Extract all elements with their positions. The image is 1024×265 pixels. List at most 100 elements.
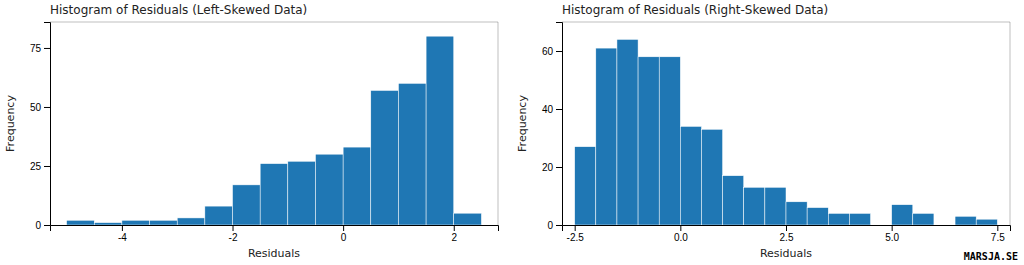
y-tick-mark (556, 225, 562, 226)
y-axis-title: Frequency (516, 95, 529, 152)
histogram-bar (94, 223, 122, 225)
x-axis: -2.5 0.0 2.5 5.0 7.5 (563, 225, 1011, 243)
histogram-bar (659, 57, 680, 225)
histogram-bar (575, 147, 596, 225)
histogram-bar (150, 220, 178, 225)
y-tick-mark (44, 107, 50, 108)
histogram-bar (934, 225, 955, 226)
histogram-bar (596, 48, 617, 225)
chart-title: Histogram of Residuals (Right-Skewed Dat… (562, 3, 828, 17)
x-tick-label: 0.0 (674, 232, 688, 243)
y-tick-label: 75 (30, 43, 42, 54)
y-tick-label: 0 (35, 220, 41, 231)
x-tick: 0 (341, 225, 347, 243)
y-tick: 0 (547, 220, 562, 231)
y-tick: 25 (30, 161, 50, 172)
x-axis: -4 -2 0 2 (51, 225, 499, 243)
y-tick-label: 50 (30, 102, 42, 113)
y-tick-mark (44, 166, 50, 167)
histogram-bar (701, 129, 722, 225)
x-axis-line (563, 226, 1011, 232)
histogram-bar (849, 213, 870, 225)
panel: -4-2020255075Histogram of Residuals (Lef… (4, 3, 499, 260)
x-tick-label: 7.5 (991, 232, 1005, 243)
y-tick-label: 25 (30, 161, 42, 172)
x-tick-mark (122, 225, 123, 231)
histogram-bar (744, 187, 765, 225)
x-tick-mark (892, 225, 893, 231)
plot-frame (50, 22, 498, 23)
histogram-bar (371, 90, 399, 225)
x-tick-label: -2 (229, 232, 238, 243)
x-tick-label: 5.0 (885, 232, 899, 243)
y-tick-mark (556, 167, 562, 168)
x-tick-mark (343, 225, 344, 231)
histogram-bar (205, 206, 233, 225)
histogram-bar (617, 39, 638, 225)
y-tick-mark (556, 51, 562, 52)
x-tick: -2 (229, 225, 238, 243)
histogram-bar (913, 213, 934, 225)
x-tick-mark (454, 225, 455, 231)
y-tick: 75 (30, 43, 50, 54)
x-tick-mark (575, 225, 576, 231)
histogram-bar (892, 205, 913, 225)
watermark: MARSJA.SE (964, 251, 1018, 262)
histogram-bar (398, 83, 426, 225)
x-tick: 7.5 (991, 225, 1005, 243)
y-tick-label: 20 (542, 162, 554, 173)
y-tick-label: 40 (542, 104, 554, 115)
y-axis-line (556, 23, 563, 226)
histogram-bar (638, 57, 659, 225)
x-tick-label: 2 (451, 232, 457, 243)
histogram-bar (260, 164, 288, 225)
x-tick: -4 (118, 225, 127, 243)
x-axis-line (51, 226, 499, 232)
x-tick: 2.5 (780, 225, 794, 243)
y-tick-mark (556, 109, 562, 110)
histogram-bar (680, 126, 701, 225)
histogram-bar (871, 225, 892, 226)
x-tick-label: 0 (341, 232, 347, 243)
panel: -2.5 0.0 2.5 5.0 7.5 0 20 40 60 Histogram of Resi… (516, 3, 1011, 260)
histogram-bar (454, 213, 482, 225)
histogram-bar (233, 185, 261, 225)
y-axis: 0 25 50 75 (30, 23, 51, 231)
plot-frame (498, 22, 499, 225)
y-tick-label: 0 (547, 220, 553, 231)
y-tick-mark (44, 225, 50, 226)
y-axis-title: Frequency (4, 95, 17, 152)
histogram-bar (315, 154, 343, 225)
x-tick-mark (233, 225, 234, 231)
bars (67, 36, 482, 225)
x-tick-label: -2.5 (567, 232, 585, 243)
bars (575, 39, 998, 225)
histogram-bar (955, 216, 976, 225)
histogram-bar (765, 187, 786, 225)
y-axis-line (44, 23, 51, 226)
histogram-bar (828, 213, 849, 225)
histogram-bar (786, 202, 807, 225)
x-axis-title: Residuals (248, 247, 300, 260)
x-tick-mark (997, 225, 998, 231)
y-tick: 60 (542, 46, 562, 57)
x-tick: 5.0 (885, 225, 899, 243)
x-tick: -2.5 (567, 225, 585, 243)
histogram-bar (723, 176, 744, 225)
y-tick: 50 (30, 102, 50, 113)
x-axis-title: Residuals (760, 247, 812, 260)
x-tick: 2 (451, 225, 457, 243)
histogram-bar (288, 161, 316, 225)
y-axis: 0 20 40 60 (542, 23, 563, 231)
x-tick-label: 2.5 (780, 232, 794, 243)
y-tick: 20 (542, 162, 562, 173)
histogram-bar (343, 147, 371, 225)
chart-canvas: -4-2020255075Histogram of Residuals (Lef… (0, 0, 1024, 265)
histogram-bar (122, 220, 150, 225)
x-tick: 0.0 (674, 225, 688, 243)
histogram-bar (976, 219, 997, 225)
histogram-bar (67, 220, 95, 225)
y-tick-label: 60 (542, 46, 554, 57)
y-tick: 0 (35, 220, 50, 231)
plot-frame (562, 22, 1010, 23)
